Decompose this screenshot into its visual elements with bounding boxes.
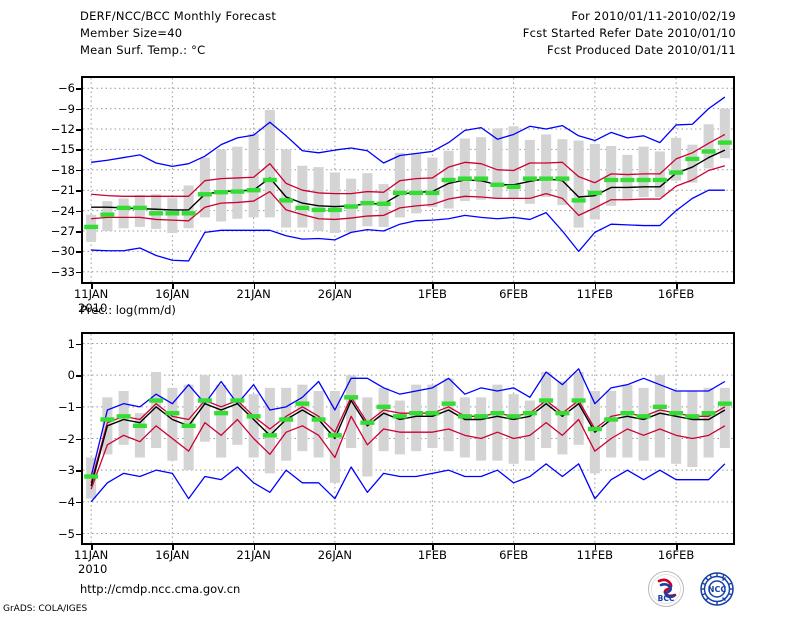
precipitation-ytick-mark	[76, 343, 81, 345]
temperature-ytick-mark	[76, 190, 81, 192]
temperature-plot-svg	[83, 78, 733, 282]
precipitation-xtick-label: 11JAN	[73, 548, 109, 562]
temperature-ytick-label: −15	[50, 142, 75, 157]
temperature-xtick-label: 11FEB	[576, 287, 614, 301]
temperature-ytick-label: −21	[50, 183, 75, 198]
temperature-xtick-label: 26JAN	[317, 287, 353, 301]
temperature-plot-area[interactable]	[81, 76, 735, 284]
precipitation-xtick-label: 11FEB	[576, 548, 614, 562]
chart-title: DERF/NCC/BCC Monthly Forecast	[80, 9, 277, 23]
temperature-ytick-mark	[76, 169, 81, 172]
temperature-ytick-mark	[76, 210, 81, 213]
precipitation-xtick-label: 1FEB	[417, 548, 447, 562]
forecast-started-label: Fcst Started Refer Date 2010/01/10	[522, 26, 736, 40]
forecast-lines	[91, 96, 726, 262]
temperature-xtick-mark	[253, 284, 256, 289]
bcc-logo: BCC	[648, 571, 684, 607]
precipitation-ytick-mark	[76, 406, 81, 409]
temperature-ytick-label: −9	[58, 101, 75, 116]
svg-text:BCC: BCC	[658, 594, 675, 603]
precipitation-xtick-mark	[253, 545, 256, 550]
precipitation-xtick-mark	[172, 545, 174, 550]
gridlines	[83, 78, 733, 282]
precipitation-ytick-label: −5	[58, 526, 75, 541]
precipitation-xtick-mark	[676, 545, 678, 550]
temperature-ytick-mark	[76, 88, 81, 90]
grads-credit: GrADS: COLA/IGES	[3, 604, 88, 614]
temperature-xtick-mark	[676, 284, 678, 289]
temperature-ytick-label: −27	[50, 224, 75, 238]
precipitation-xtick-label: 26JAN	[317, 548, 353, 562]
precipitation-xtick-label: 6FEB	[499, 548, 529, 562]
source-url[interactable]: http://cmdp.ncc.cma.gov.cn	[80, 582, 241, 596]
temperature-xtick-label: 1FEB	[417, 287, 447, 301]
temperature-ytick-mark	[76, 231, 81, 233]
precipitation-ytick-mark	[76, 470, 81, 472]
member-size-label: Member Size=40	[80, 26, 183, 40]
temperature-ytick-mark	[76, 271, 81, 274]
precipitation-ytick-label: −3	[58, 463, 75, 478]
temperature-ytick-label: −18	[50, 162, 75, 177]
precipitation-xtick-mark	[594, 545, 597, 550]
precipitation-ytick-mark	[76, 438, 81, 440]
precipitation-ytick-label: −2	[58, 431, 75, 446]
temperature-xtick-label: 16JAN	[155, 287, 190, 301]
temperature-xtick-label: 16FEB	[657, 287, 695, 301]
precipitation-ytick-label: −1	[58, 399, 75, 414]
temperature-xtick-mark	[594, 284, 597, 289]
forecast-lines	[90, 368, 726, 503]
precipitation-xtick-mark	[91, 545, 93, 550]
temperature-ytick-mark	[76, 149, 81, 151]
temperature-xtick-label: 21JAN	[236, 287, 271, 301]
temperature-ytick-label: −6	[58, 81, 75, 96]
precipitation-ytick-label: 1	[67, 336, 75, 351]
precipitation-ytick-label: −4	[58, 494, 75, 509]
temperature-ytick-mark	[76, 108, 81, 111]
precipitation-xtick-mark	[432, 545, 434, 550]
precipitation-xtick-mark	[334, 545, 337, 550]
precipitation-xaxis-year: 2010	[78, 562, 108, 576]
precipitation-ytick-label: 0	[67, 368, 75, 383]
temperature-panel: −6 −9 −12 −15 −18 −21 −24 −27 −30 −33 11JAN 16JAN 21…	[50, 76, 735, 315]
temperature-ytick-label: −33	[50, 264, 75, 279]
precipitation-xtick-mark	[513, 545, 516, 550]
precipitation-xtick-label: 16JAN	[155, 548, 190, 562]
temperature-xtick-mark	[172, 284, 174, 289]
logo-group: BCC	[645, 570, 741, 610]
temperature-ytick-label: −30	[50, 244, 75, 259]
temperature-xtick-mark	[334, 284, 337, 289]
temperature-xtick-mark	[513, 284, 516, 289]
temperature-ytick-label: −12	[50, 122, 75, 136]
temperature-xtick-mark	[432, 284, 434, 289]
precipitation-variable-label: Prec.: log(mm/d)	[80, 303, 176, 317]
temperature-variable-label: Mean Surf. Temp.: °C	[80, 43, 206, 57]
forecast-period-label: For 2010/01/11-2010/02/19	[571, 9, 736, 23]
temperature-ytick-mark	[76, 251, 81, 253]
precipitation-ytick-mark	[76, 501, 81, 504]
temperature-ytick-label: −24	[50, 203, 75, 218]
forecast-produced-label: Fcst Produced Date 2010/01/11	[547, 43, 736, 57]
temperature-xaxis-year: 2010	[78, 301, 108, 315]
temperature-xtick-label: 11JAN	[73, 287, 109, 301]
temperature-xtick-label: 6FEB	[499, 287, 529, 301]
temperature-ytick-mark	[76, 129, 81, 131]
precipitation-xtick-label: 16FEB	[657, 548, 695, 562]
temperature-xtick-mark	[91, 284, 93, 289]
median-markers	[84, 140, 732, 230]
gridlines	[83, 334, 733, 543]
svg-text:NCC: NCC	[708, 585, 727, 594]
precipitation-plot-area[interactable]	[81, 332, 735, 545]
precipitation-ytick-mark	[76, 375, 81, 377]
ncc-logo: NCC	[700, 572, 734, 606]
precipitation-xtick-label: 21JAN	[236, 548, 271, 562]
precipitation-ytick-mark	[76, 533, 81, 535]
median-markers	[84, 395, 732, 479]
precipitation-plot-svg	[83, 334, 733, 543]
